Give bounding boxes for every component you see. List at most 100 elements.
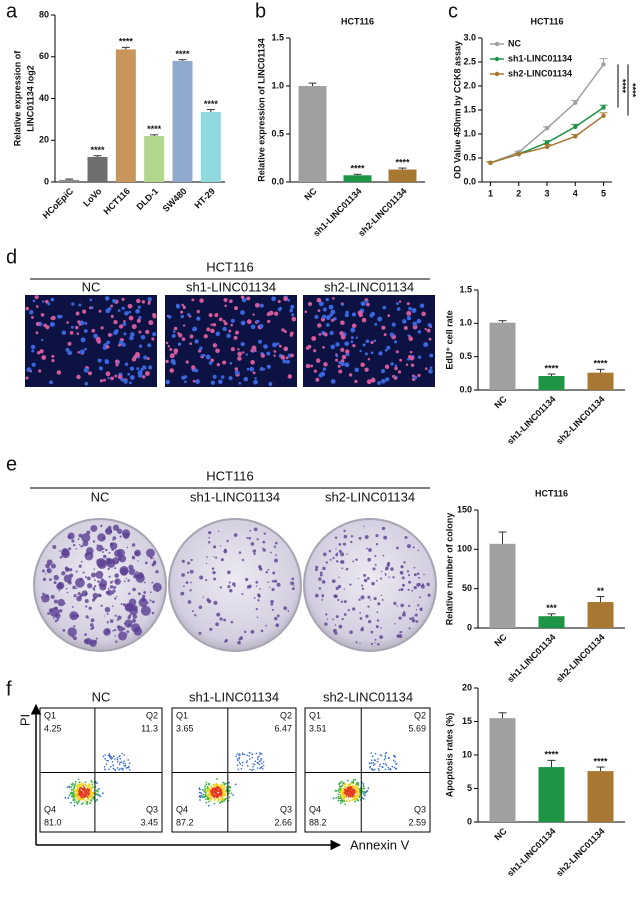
event (70, 786, 73, 788)
cell (323, 332, 328, 336)
cell (40, 313, 45, 317)
event (222, 781, 224, 784)
event (204, 789, 207, 791)
event (80, 803, 83, 806)
event (76, 798, 79, 801)
event (239, 763, 241, 765)
bar (587, 602, 614, 628)
colony-dot (413, 585, 417, 590)
bar (538, 767, 565, 822)
colony-dot (341, 561, 343, 563)
y-tick-label: 1.5 (271, 32, 284, 42)
event (343, 794, 346, 797)
x-tick-label: 2 (516, 188, 521, 198)
colony-dot (367, 557, 372, 562)
event (73, 794, 76, 797)
colony-dot (213, 600, 218, 605)
event (364, 791, 367, 794)
event (237, 768, 240, 771)
cell (313, 369, 318, 373)
cell (210, 323, 213, 327)
flow-plot (171, 707, 297, 833)
cell (243, 376, 249, 382)
cell (203, 334, 208, 339)
point (601, 105, 606, 110)
event (221, 792, 224, 794)
cell (123, 332, 127, 336)
colony-dot (419, 607, 423, 611)
colony-dot (420, 584, 422, 587)
colony-dot (377, 642, 380, 646)
colony-dot (131, 555, 135, 559)
cell (390, 362, 394, 366)
cell (35, 305, 39, 308)
colony-dot (126, 546, 128, 549)
cell (367, 358, 371, 361)
cell (429, 366, 433, 370)
cell (412, 321, 418, 327)
event (73, 787, 76, 790)
colony-dot (396, 605, 398, 607)
colony-dot (407, 588, 410, 591)
cell (229, 362, 233, 365)
cell (192, 379, 196, 383)
x-tick-label: sh1-LINC01134 (505, 826, 557, 878)
colony-dot (136, 570, 139, 573)
colony-dot (143, 591, 147, 594)
event (243, 753, 246, 756)
event (363, 793, 365, 796)
cell (352, 343, 356, 348)
cell (355, 336, 359, 339)
event (68, 794, 71, 797)
cell (385, 377, 390, 382)
cell (39, 349, 44, 354)
event (259, 752, 261, 754)
colony-dot (418, 576, 421, 579)
event (110, 757, 112, 760)
colony-dot (343, 534, 348, 539)
event (339, 781, 342, 784)
colony-dot (370, 630, 374, 634)
event (80, 798, 83, 801)
colony-dot (102, 536, 106, 540)
cell (129, 375, 135, 380)
colony-dot (108, 551, 111, 554)
event (354, 778, 357, 781)
event (123, 760, 125, 763)
colony-dot (78, 533, 83, 538)
event (124, 765, 127, 767)
cell (259, 303, 264, 308)
colony-dot (318, 577, 322, 581)
event (204, 791, 207, 794)
colony-dot (245, 577, 249, 582)
colony-dot (267, 568, 270, 571)
cell (136, 367, 140, 371)
cell (240, 320, 246, 326)
event (205, 781, 208, 784)
colony-dot (368, 620, 372, 624)
event (112, 767, 115, 770)
event (104, 768, 106, 771)
colony-dot (187, 600, 192, 604)
cell (373, 339, 377, 343)
colony-dot (230, 620, 234, 624)
colony-dot (120, 568, 128, 576)
colony-dot (106, 621, 109, 624)
colony-dot (119, 535, 122, 538)
colony-dot (75, 547, 78, 550)
colony-dot (80, 560, 83, 563)
event (74, 783, 77, 785)
cell (362, 343, 366, 347)
cell (326, 323, 330, 327)
cell (124, 362, 129, 366)
colony-dot (388, 576, 390, 578)
colony-dot (380, 570, 383, 573)
colony-dot (150, 600, 152, 602)
event (95, 792, 98, 795)
cell (89, 306, 92, 310)
event (74, 796, 77, 799)
colony-dot (371, 581, 375, 586)
event (252, 765, 254, 768)
cell (273, 354, 276, 357)
